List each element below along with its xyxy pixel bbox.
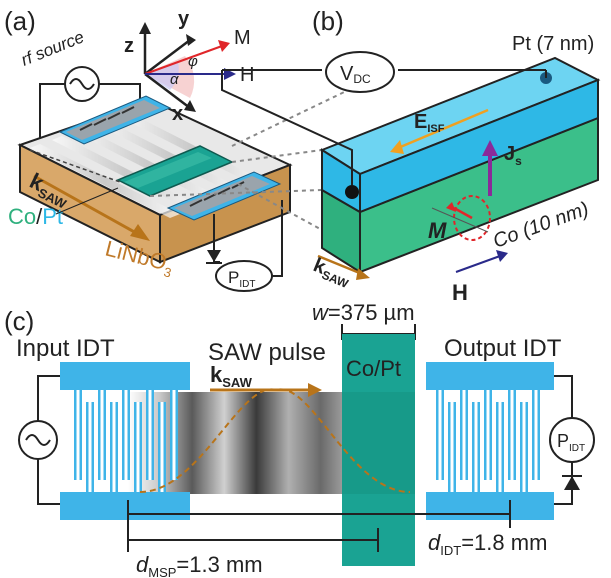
axis-x-label: x <box>172 103 183 125</box>
input-idt <box>60 362 190 520</box>
pt-thickness-label: Pt (7 nm) <box>512 33 594 55</box>
e-isf-arrow <box>397 108 489 150</box>
diode-icon-c <box>564 476 580 490</box>
phi-label: φ <box>188 53 198 70</box>
c-p-idt-label: PIDT <box>557 431 585 454</box>
surface-wave-stripes <box>30 112 266 218</box>
sine-icon <box>69 78 95 90</box>
d-idt-label: dIDT=1.8 mm <box>428 530 547 558</box>
x-axis <box>144 73 191 109</box>
output-idt-title: Output IDT <box>444 335 562 362</box>
d-msp-label: dMSP=1.3 mm <box>136 552 263 578</box>
gaussian-envelope <box>139 388 411 493</box>
alpha-label: α <box>170 71 179 88</box>
film-label: Co/Pt <box>346 356 401 381</box>
panel-b-letter: (b) <box>312 6 344 36</box>
chip-p-idt-label: PIDT <box>228 268 255 290</box>
saw-pulse-title: SAW pulse <box>208 339 326 366</box>
y-axis <box>144 39 191 75</box>
contact-left-icon <box>345 185 359 199</box>
m-label: M <box>428 218 447 243</box>
voltmeter-icon <box>325 51 395 93</box>
panel-c: (c) Input IDT Output IDT SAW pulse w=375… <box>4 300 595 578</box>
output-idt <box>426 362 554 520</box>
panel-a-letter: (a) <box>4 6 36 36</box>
panel-a: (a) rf source <box>4 6 293 292</box>
m-precession-vector <box>453 206 473 220</box>
axis-y-label: y <box>178 8 190 30</box>
e-isf-label: EISF <box>414 111 445 135</box>
co-pt-label: Co/Pt <box>8 204 63 229</box>
c-k-saw-label: kSAW <box>210 362 253 390</box>
w-label: w=375 µm <box>312 300 415 325</box>
axis-z-label: z <box>124 35 134 57</box>
power-meter-icon-c <box>549 417 595 463</box>
axis-h-label: H <box>240 64 254 86</box>
panel-c-letter: (c) <box>4 306 34 336</box>
m-vector <box>144 45 223 75</box>
js-label: Js <box>504 143 522 168</box>
chip-k-saw-arrow <box>33 174 139 236</box>
b-h-arrow <box>455 255 501 273</box>
axis-m-label: M <box>234 27 251 49</box>
chip-input-idt <box>58 95 172 145</box>
diode-icon <box>207 250 221 262</box>
input-idt-title: Input IDT <box>16 335 115 362</box>
b-h-label: H <box>452 280 468 305</box>
v-dc-label: VDC <box>340 63 371 86</box>
b-k-saw-arrow <box>317 254 363 276</box>
precession-cone <box>453 195 491 241</box>
